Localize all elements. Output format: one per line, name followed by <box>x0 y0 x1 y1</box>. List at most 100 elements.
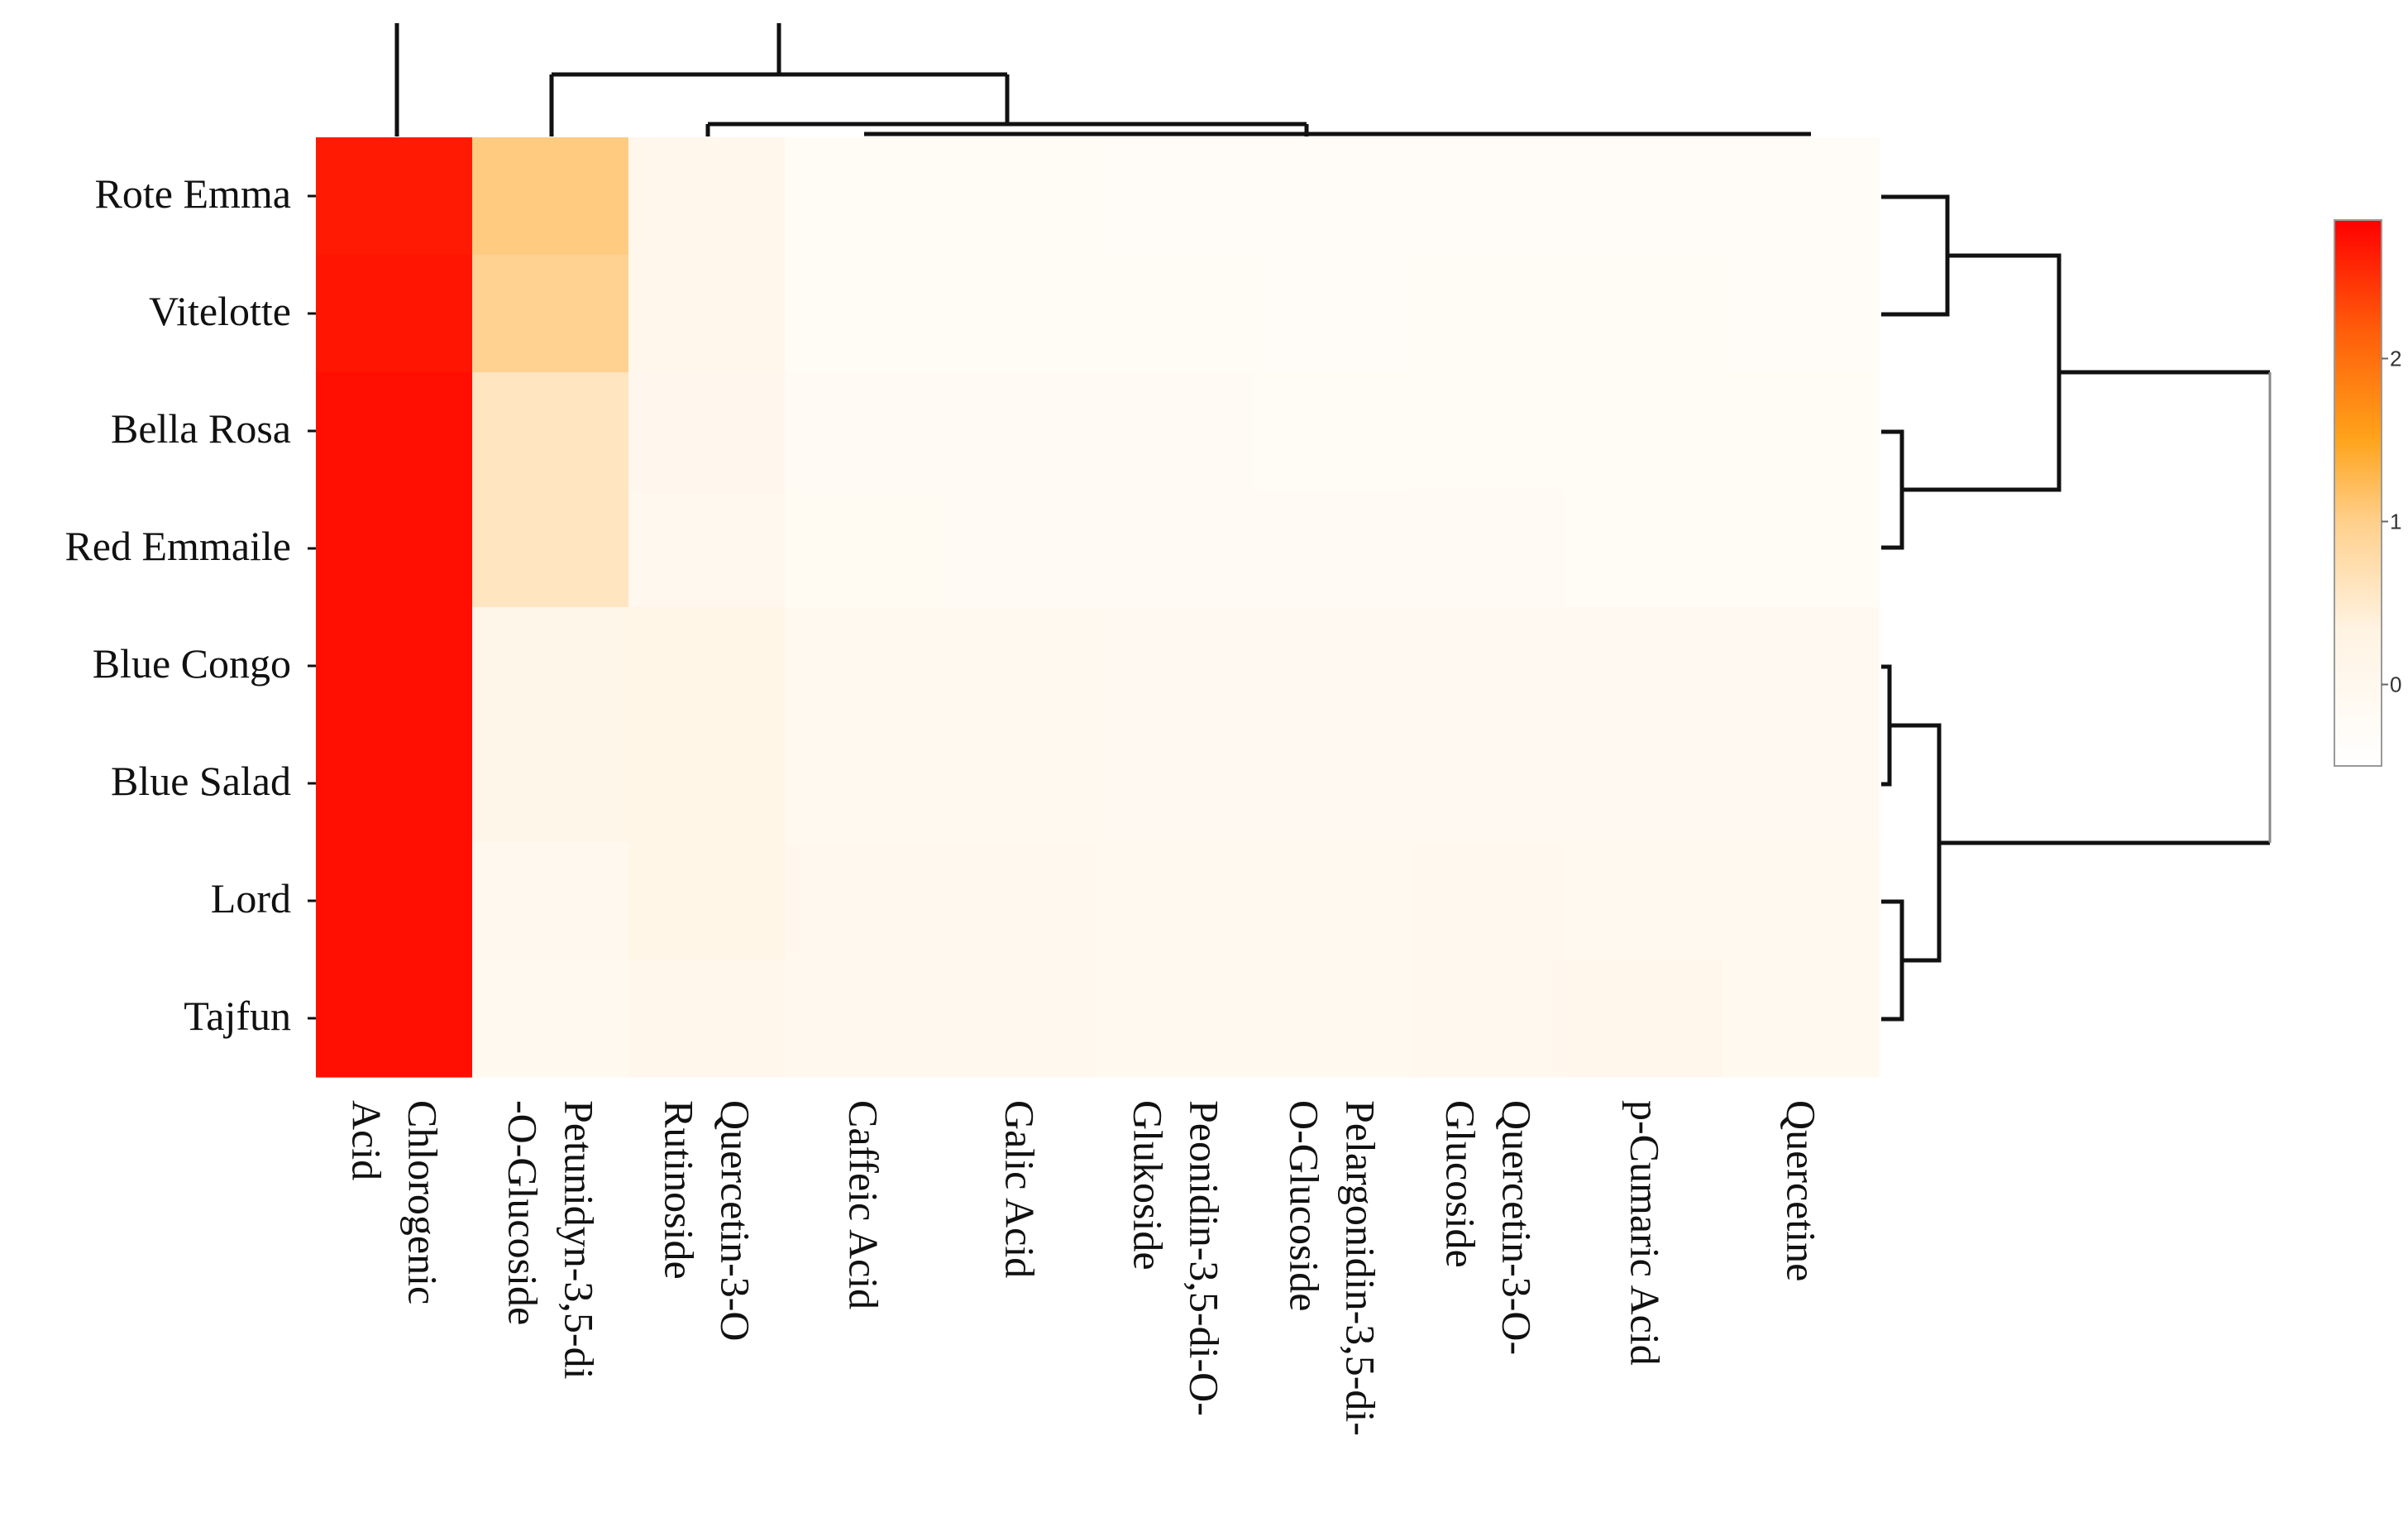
legend-colorbar <box>2334 219 2382 767</box>
heatmap-cell <box>1722 607 1880 725</box>
heatmap-cell <box>941 137 1098 256</box>
row-label: Red Emmaile <box>64 523 291 569</box>
column-label: Petunidyn-3,5-di <box>557 1100 603 1379</box>
row-label: Vitelotte <box>149 288 291 334</box>
row-labels: Rote Emma Vitelotte Bella Rosa Red Emmaile B… <box>64 170 316 1039</box>
column-label: Glucoside <box>1438 1100 1484 1268</box>
heatmap-cell <box>628 725 786 843</box>
heatmap-cell <box>316 607 473 725</box>
heatmap-cell <box>941 255 1098 373</box>
heatmap-cell <box>1097 607 1254 725</box>
heatmap-cell <box>1254 137 1411 256</box>
legend-tick-label: 0 <box>2390 672 2401 696</box>
heatmap-cell <box>1097 372 1254 491</box>
heatmap-cell <box>941 490 1098 608</box>
heatmap-cell <box>316 490 473 608</box>
heatmap-cell <box>316 842 473 960</box>
heatmap-cell <box>316 372 473 491</box>
heatmap-cell <box>1097 490 1254 608</box>
heatmap-cell <box>1410 960 1567 1078</box>
column-label: Acid <box>344 1100 390 1180</box>
heatmap-cell <box>785 842 942 960</box>
column-label: Quercetin-3-O- <box>1494 1100 1541 1355</box>
heatmap-cell <box>1254 960 1411 1078</box>
row-label: Blue Salad <box>111 758 291 804</box>
heatmap-cell <box>472 607 629 725</box>
heatmap-cell <box>1566 372 1723 491</box>
heatmap-cell <box>1566 842 1723 960</box>
row-label: Tajfun <box>184 993 291 1039</box>
row-label: Lord <box>211 875 291 921</box>
heatmap-cell <box>941 725 1098 843</box>
heatmap-cell <box>941 607 1098 725</box>
heatmap-cell <box>472 842 629 960</box>
heatmap-cell <box>628 607 786 725</box>
heatmap-cell <box>628 490 786 608</box>
column-label: Pelargonidin-3,5-di- <box>1338 1100 1384 1436</box>
heatmap-cell <box>1566 490 1723 608</box>
column-label: Quercetin-3-O <box>713 1100 759 1342</box>
heatmap-cell <box>1254 372 1411 491</box>
column-label: Peonidin-3,5-di-O- <box>1182 1100 1228 1416</box>
heatmap-cell <box>1254 725 1411 843</box>
heatmap-cell <box>785 490 942 608</box>
heatmap-cell <box>785 372 942 491</box>
heatmap-cell <box>316 255 473 373</box>
heatmap-cell <box>1722 725 1880 843</box>
heatmap-cell <box>1410 842 1567 960</box>
column-label: O-Glucoside <box>1282 1100 1328 1312</box>
heatmap-cell <box>1722 255 1880 373</box>
heatmap-cell <box>1097 255 1254 373</box>
heatmap-cell <box>1566 607 1723 725</box>
column-label: Rutinoside <box>657 1100 703 1280</box>
heatmap-cell <box>1097 960 1254 1078</box>
heatmap-cell <box>1410 725 1567 843</box>
column-label: Glukoside <box>1125 1100 1172 1271</box>
column-dendrogram <box>394 23 1811 136</box>
heatmap-cell <box>1722 137 1880 256</box>
color-legend: 2 1 0 <box>2334 219 2401 767</box>
column-label: Chlorogenic <box>400 1100 447 1304</box>
column-label: -O-Glucoside <box>500 1100 547 1325</box>
legend-tick-label: 1 <box>2390 509 2401 534</box>
heatmap-cell <box>1722 960 1880 1078</box>
heatmap-cell <box>1410 137 1567 256</box>
row-dendrogram <box>1881 194 2272 1022</box>
heatmap-cell <box>941 372 1098 491</box>
heatmap-cell <box>1722 372 1880 491</box>
column-label: Quercetine <box>1779 1100 1825 1281</box>
heatmap-cell <box>472 960 629 1078</box>
legend-tick-label: 2 <box>2390 346 2401 371</box>
heatmap-cell <box>1410 490 1567 608</box>
heatmap-cell <box>1566 725 1723 843</box>
heatmap-cell <box>941 960 1098 1078</box>
row-label: Blue Congo <box>93 640 291 687</box>
heatmap-cell <box>785 255 942 373</box>
column-label: p-Cumaric Acid <box>1622 1100 1669 1366</box>
heatmap-cell <box>472 372 629 491</box>
heatmap-cell <box>785 725 942 843</box>
heatmap-cell <box>1410 607 1567 725</box>
row-label: Rote Emma <box>95 170 291 217</box>
heatmap-cell <box>785 607 942 725</box>
heatmap-cell <box>472 490 629 608</box>
heatmap-cell <box>316 960 473 1078</box>
heatmap-cell <box>1097 137 1254 256</box>
heatmap-cell <box>1254 607 1411 725</box>
heatmap-cell <box>1254 255 1411 373</box>
row-label: Bella Rosa <box>111 405 291 452</box>
heatmap-cell <box>316 137 473 256</box>
heatmap-cell <box>1097 842 1254 960</box>
heatmap-cell <box>1097 725 1254 843</box>
heatmap-cell <box>1410 255 1567 373</box>
heatmap-cell <box>472 255 629 373</box>
heatmap-cell <box>1410 372 1567 491</box>
heatmap-cell <box>1254 842 1411 960</box>
heatmap-cell <box>472 725 629 843</box>
column-label: Galic Acid <box>997 1100 1044 1278</box>
heatmap-cell <box>628 960 786 1078</box>
heatmap-cell <box>316 725 473 843</box>
heatmap-cell <box>1722 842 1880 960</box>
heatmap-cell <box>628 255 786 373</box>
